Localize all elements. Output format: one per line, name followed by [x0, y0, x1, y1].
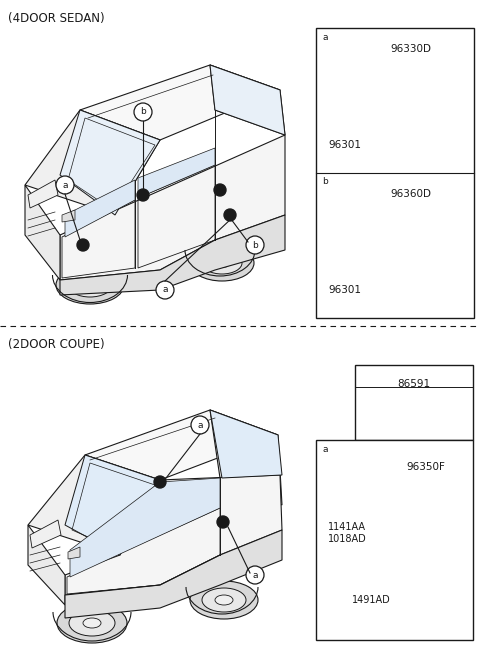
Circle shape	[217, 516, 229, 528]
Polygon shape	[70, 478, 220, 577]
Polygon shape	[85, 410, 278, 480]
Text: b: b	[322, 178, 328, 186]
Text: 1018AD: 1018AD	[328, 534, 367, 544]
Text: 1141AA: 1141AA	[328, 522, 366, 532]
Circle shape	[156, 281, 174, 299]
Text: 96360D: 96360D	[390, 189, 432, 199]
Ellipse shape	[430, 246, 434, 250]
Polygon shape	[80, 65, 280, 140]
Polygon shape	[60, 215, 285, 295]
Ellipse shape	[81, 280, 99, 290]
Text: 86591: 86591	[397, 379, 431, 389]
Polygon shape	[28, 180, 58, 208]
Ellipse shape	[68, 273, 112, 297]
Bar	[359, 566, 373, 573]
Bar	[341, 114, 355, 121]
Ellipse shape	[190, 581, 258, 619]
Circle shape	[134, 103, 152, 121]
Polygon shape	[210, 410, 282, 478]
Ellipse shape	[190, 245, 254, 281]
Ellipse shape	[401, 114, 408, 120]
Polygon shape	[210, 65, 285, 135]
Polygon shape	[65, 475, 282, 595]
Ellipse shape	[430, 101, 434, 105]
Ellipse shape	[427, 514, 435, 522]
Ellipse shape	[56, 266, 124, 304]
Ellipse shape	[401, 259, 408, 265]
Circle shape	[246, 236, 264, 254]
Text: (2DOOR COUPE): (2DOOR COUPE)	[8, 338, 105, 351]
Polygon shape	[65, 180, 135, 237]
Polygon shape	[65, 530, 282, 618]
Polygon shape	[28, 525, 65, 605]
Text: b: b	[140, 108, 146, 117]
Text: 96301: 96301	[328, 140, 361, 150]
Ellipse shape	[57, 603, 127, 643]
Polygon shape	[138, 148, 215, 198]
Circle shape	[154, 476, 166, 488]
Circle shape	[317, 441, 333, 457]
Ellipse shape	[426, 548, 430, 552]
Ellipse shape	[214, 258, 230, 268]
Bar	[316, 440, 473, 640]
Polygon shape	[210, 65, 285, 135]
Ellipse shape	[202, 252, 242, 274]
Ellipse shape	[83, 618, 101, 628]
Circle shape	[77, 239, 89, 251]
Ellipse shape	[452, 567, 459, 574]
Text: a: a	[252, 571, 258, 579]
Circle shape	[317, 29, 333, 45]
Text: 96330D: 96330D	[390, 44, 432, 54]
Circle shape	[317, 174, 333, 190]
Text: b: b	[252, 241, 258, 249]
Text: a: a	[322, 33, 328, 41]
Circle shape	[137, 189, 149, 201]
Ellipse shape	[429, 217, 435, 223]
Polygon shape	[62, 210, 75, 222]
Text: a: a	[62, 180, 68, 190]
Text: a: a	[322, 445, 328, 453]
Circle shape	[191, 416, 209, 434]
Ellipse shape	[455, 261, 462, 267]
Text: 96301: 96301	[328, 285, 361, 295]
Text: a: a	[197, 420, 203, 430]
Ellipse shape	[455, 116, 462, 122]
Polygon shape	[68, 547, 80, 559]
Polygon shape	[65, 455, 160, 555]
Text: a: a	[162, 285, 168, 295]
Polygon shape	[30, 520, 61, 548]
Ellipse shape	[69, 610, 115, 636]
Polygon shape	[60, 135, 285, 280]
Ellipse shape	[202, 588, 246, 612]
Polygon shape	[210, 410, 282, 505]
Bar	[355, 365, 473, 440]
Bar	[341, 259, 355, 266]
Polygon shape	[28, 455, 160, 555]
Circle shape	[336, 261, 339, 265]
Circle shape	[336, 116, 339, 120]
Circle shape	[224, 209, 236, 221]
Polygon shape	[25, 185, 60, 280]
Ellipse shape	[429, 72, 435, 78]
Text: 1491AD: 1491AD	[352, 595, 390, 605]
Text: 96350F: 96350F	[407, 462, 445, 472]
Bar	[316, 28, 474, 318]
Ellipse shape	[215, 595, 233, 605]
Circle shape	[246, 566, 264, 584]
Circle shape	[56, 176, 74, 194]
Circle shape	[353, 568, 357, 572]
Polygon shape	[60, 110, 160, 215]
Polygon shape	[25, 110, 160, 215]
Text: (4DOOR SEDAN): (4DOOR SEDAN)	[8, 12, 105, 25]
Ellipse shape	[391, 560, 399, 567]
Circle shape	[214, 184, 226, 196]
